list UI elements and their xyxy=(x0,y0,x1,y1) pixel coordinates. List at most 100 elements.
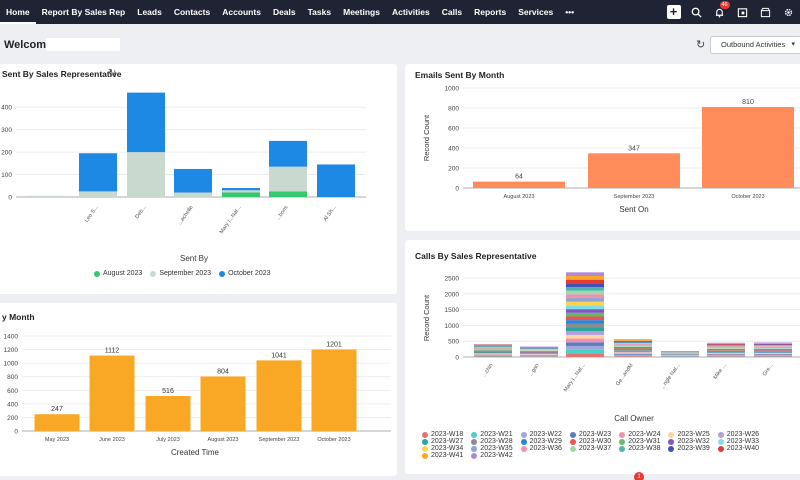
legend-item[interactable]: 2023-W37 xyxy=(569,445,612,452)
legend-label: 2023-W37 xyxy=(578,445,612,452)
legend-item[interactable]: 2023-W23 xyxy=(569,431,611,438)
legend-item[interactable]: 2023-W21 xyxy=(471,431,513,438)
nav-activities[interactable]: Activities xyxy=(391,7,430,17)
y-tick-label: 0 xyxy=(455,355,459,362)
legend-item[interactable]: 2023-W24 xyxy=(619,431,660,438)
x-tick-label: Al Sh... xyxy=(323,204,338,222)
bar-segment xyxy=(222,192,260,197)
bar-segment xyxy=(614,350,652,352)
x-axis-title: Sent On xyxy=(619,205,648,214)
legend-item[interactable]: 2023-W25 xyxy=(668,431,710,438)
search-icon[interactable] xyxy=(688,3,706,21)
bar-segment xyxy=(174,192,212,197)
x-tick-label: June 2023 xyxy=(99,437,125,443)
legend-label: October 2023 xyxy=(228,270,271,277)
legend-item[interactable]: 2023-W27 xyxy=(422,438,463,445)
bar-segment xyxy=(707,343,745,345)
y-tick-label: 600 xyxy=(7,388,18,395)
notifications-button[interactable]: 46 xyxy=(711,1,730,21)
legend-swatch xyxy=(569,438,576,445)
legend-label: 2023-W40 xyxy=(726,445,760,452)
legend-item[interactable]: 2023-W18 xyxy=(422,431,463,438)
bar-segment xyxy=(174,168,212,193)
bar-segment xyxy=(707,351,745,353)
bar-segment xyxy=(707,346,745,348)
legend-item[interactable]: 2023-W34 xyxy=(422,445,463,452)
legend-item[interactable]: September 2023 xyxy=(150,270,211,277)
nav-contacts[interactable]: Contacts xyxy=(173,7,211,17)
calendar-icon[interactable] xyxy=(734,3,752,21)
bar-segment xyxy=(614,342,652,344)
nav-leads[interactable]: Leads xyxy=(137,7,162,17)
bar-segment xyxy=(474,347,512,348)
legend-item[interactable]: 2023-W33 xyxy=(717,438,759,445)
bar-segment xyxy=(754,344,792,346)
bar-segment xyxy=(754,342,792,344)
x-tick-label: Leo S... xyxy=(84,204,100,223)
notification-count-badge: 46 xyxy=(719,1,730,9)
legend-item[interactable]: 2023-W42 xyxy=(471,452,513,459)
nav-report-by-sales-rep[interactable]: Report By Sales Rep xyxy=(41,7,126,17)
legend-swatch xyxy=(668,445,675,452)
x-tick-label: August 2023 xyxy=(208,437,239,443)
bar-segment xyxy=(754,351,792,352)
legend-item[interactable]: 2023-W22 xyxy=(520,431,562,438)
nav-calls[interactable]: Calls xyxy=(441,7,463,17)
y-tick-label: 300 xyxy=(1,127,12,134)
bar-segment xyxy=(707,348,745,350)
legend-label: 2023-W30 xyxy=(578,438,612,445)
bar xyxy=(89,355,135,431)
nav-meetings[interactable]: Meetings xyxy=(343,7,380,17)
y-tick-label: 1000 xyxy=(445,86,460,93)
settings-icon[interactable] xyxy=(780,3,798,21)
legend-label: 2023-W38 xyxy=(628,445,661,452)
create-button[interactable]: + xyxy=(665,3,683,21)
legend-item[interactable]: 2023-W35 xyxy=(471,445,513,452)
nav-reports[interactable]: Reports xyxy=(474,7,507,17)
nav-deals[interactable]: Deals xyxy=(272,7,296,17)
legend-item[interactable]: 2023-W38 xyxy=(619,445,660,452)
legend-item[interactable]: 2023-W39 xyxy=(668,445,710,452)
bar-segment xyxy=(614,346,652,348)
legend-item[interactable]: 2023-W40 xyxy=(717,445,760,452)
sent-by-rep-title: Sent By Sales Representative xyxy=(2,69,122,79)
y-tick-label: 400 xyxy=(448,146,459,153)
legend-item[interactable]: August 2023 xyxy=(94,270,142,277)
y-tick-label: 200 xyxy=(7,415,18,422)
legend-item[interactable]: 2023-W29 xyxy=(520,438,562,445)
refresh-icon[interactable]: ↻ xyxy=(696,39,706,51)
legend-item[interactable]: 2023-W41 xyxy=(422,452,463,459)
bar-segment xyxy=(474,345,512,347)
y-tick-label: 1500 xyxy=(445,307,460,314)
legend-swatch xyxy=(94,270,100,277)
bar-segment xyxy=(566,334,604,339)
legend-item[interactable]: 2023-W36 xyxy=(520,445,562,452)
x-tick-label: Gre... xyxy=(762,362,775,377)
nav-tasks[interactable]: Tasks xyxy=(307,7,332,17)
bottom-notification-badge: 1 xyxy=(634,472,644,480)
nav-services[interactable]: Services xyxy=(518,7,554,17)
nav-more[interactable]: ••• xyxy=(565,7,575,17)
legend-item[interactable]: 2023-W32 xyxy=(668,438,710,445)
legend-item[interactable]: 2023-W30 xyxy=(569,438,612,445)
nav-home[interactable]: Home xyxy=(0,0,36,24)
bar-segment xyxy=(474,349,512,351)
bar-segment xyxy=(707,350,745,352)
bar-segment xyxy=(707,345,745,346)
bar-segment xyxy=(127,92,165,153)
nav-accounts[interactable]: Accounts xyxy=(222,7,261,17)
bar-segment xyxy=(566,353,604,357)
marketplace-icon[interactable] xyxy=(757,3,775,21)
legend-item[interactable]: 2023-W28 xyxy=(471,438,513,445)
refresh-chart-icon[interactable]: ↻ xyxy=(108,68,117,79)
bar-segment xyxy=(474,356,512,357)
activity-filter-dropdown[interactable]: Outbound Activities ▾ xyxy=(710,36,800,54)
legend-item[interactable]: October 2023 xyxy=(219,270,271,277)
plus-icon: + xyxy=(666,5,681,19)
bar-segment xyxy=(474,351,512,353)
legend-swatch xyxy=(569,445,576,452)
legend-item[interactable]: 2023-W26 xyxy=(717,431,759,438)
legend-item[interactable]: 2023-W31 xyxy=(619,438,660,445)
legend-label: 2023-W25 xyxy=(677,431,710,438)
bar-segment xyxy=(566,345,604,350)
